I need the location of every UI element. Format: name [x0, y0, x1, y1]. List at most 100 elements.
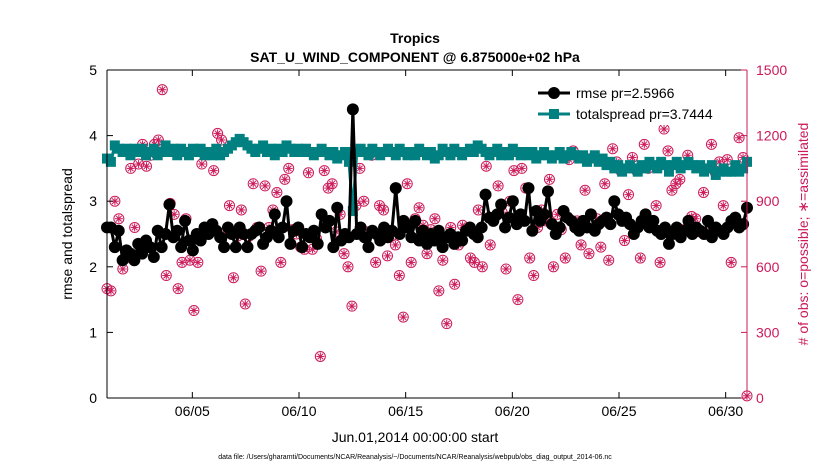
obs-assimilated-point: [415, 203, 424, 212]
x-tick-label: 06/20: [495, 403, 530, 419]
rmse-point: [553, 221, 566, 234]
totalspread-point: [503, 150, 514, 161]
obs-possible-point: [378, 204, 390, 216]
obs-assimilated-point: [328, 179, 337, 188]
obs-possible-point: [141, 160, 153, 172]
totalspread-point: [137, 143, 148, 154]
legend: rmse pr=2.5966 totalspread pr=3.7444: [531, 79, 741, 125]
obs-possible-point: [559, 252, 571, 264]
obs-assimilated-point: [126, 164, 135, 173]
obs-assimilated-point: [620, 236, 629, 245]
rmse-point: [737, 218, 750, 231]
totalspread-point: [183, 150, 194, 161]
rmse-point: [362, 241, 375, 254]
obs-assimilated-point: [517, 164, 526, 173]
rmse-point: [296, 241, 309, 254]
data-file-footnote: data file: /Users/gharamti/Documents/NCA…: [218, 454, 612, 461]
rmse-point: [354, 221, 367, 234]
chart-subtitle: SAT_U_WIND_COMPONENT @ 6.875000e+02 hPa: [250, 49, 580, 65]
obs-possible-point: [302, 167, 314, 179]
rmse-point: [538, 208, 551, 221]
y2-tick-label: 1500: [756, 62, 787, 78]
obs-assimilated-point: [106, 286, 115, 295]
obs-possible-point: [634, 252, 646, 264]
obs-possible-point: [346, 300, 358, 312]
obs-possible-point: [476, 261, 488, 273]
obs-assimilated-point: [608, 144, 617, 153]
obs-assimilated-point: [261, 181, 270, 190]
totalspread-point: [277, 147, 288, 157]
obs-assimilated-point: [663, 146, 672, 155]
x-tick-label: 06/25: [601, 403, 636, 419]
totalspread-point: [148, 143, 159, 154]
obs-possible-point: [725, 256, 737, 268]
obs-assimilated-point: [257, 267, 266, 276]
obs-assimilated-point: [604, 256, 613, 265]
rmse-point: [389, 182, 402, 195]
obs-assimilated-point: [640, 140, 649, 149]
obs-assimilated-point: [114, 214, 123, 223]
obs-assimilated-point: [494, 181, 503, 190]
totalspread-point: [468, 147, 479, 157]
obs-assimilated-point: [624, 190, 633, 199]
obs-assimilated-point: [343, 262, 352, 271]
obs-possible-point: [405, 256, 417, 268]
x-tick-label: 06/15: [388, 403, 423, 419]
obs-possible-point: [212, 127, 224, 139]
obs-assimilated-point: [723, 155, 732, 164]
y-tick-label: 5: [89, 62, 97, 78]
obs-assimilated-point: [359, 197, 368, 206]
totalspread-point: [390, 150, 401, 161]
obs-assimilated-point: [237, 205, 246, 214]
rmse-point: [186, 244, 199, 257]
obs-possible-point: [480, 160, 492, 172]
totalspread-point: [347, 206, 358, 217]
rmse-point: [241, 241, 254, 254]
legend-box: [531, 79, 741, 125]
obs-possible-point: [500, 263, 512, 275]
rmse-point: [456, 234, 469, 247]
obs-possible-point: [449, 278, 461, 290]
obs-assimilated-point: [577, 240, 586, 249]
rmse-point: [108, 241, 121, 254]
obs-assimilated-point: [189, 306, 198, 315]
rmse-point: [647, 214, 660, 227]
obs-assimilated-point: [502, 264, 511, 273]
obs-possible-point: [188, 305, 200, 317]
totalspread-point: [597, 153, 608, 164]
obs-possible-point: [133, 158, 145, 170]
obs-assimilated-point: [280, 175, 289, 184]
obs-assimilated-point: [154, 135, 163, 144]
totalspread-point: [660, 160, 671, 171]
axes: 06/05 06/10 06/15 06/20 06/25 06/30 0 1 2 3 4 5 0 300…: [89, 62, 787, 419]
totalspread-point: [706, 160, 717, 171]
totalspread-point: [578, 150, 589, 161]
rmse-point: [112, 224, 125, 237]
obs-possible-point: [674, 173, 686, 185]
obs-assimilated-point: [438, 256, 447, 265]
obs-possible-point: [441, 318, 453, 330]
obs-possible-point: [338, 248, 350, 260]
rmse-point: [331, 201, 344, 214]
obs-possible-point: [595, 241, 607, 253]
obs-possible-point: [698, 186, 710, 198]
totalspread-point: [613, 160, 624, 171]
rmse-point: [155, 241, 168, 254]
totalspread-point: [726, 166, 737, 177]
obs-possible-point: [705, 138, 717, 150]
obs-possible-point: [314, 350, 326, 362]
obs-possible-point: [389, 239, 401, 251]
obs-possible-point: [247, 178, 259, 190]
rmse-point: [307, 224, 320, 237]
obs-possible-point: [397, 311, 409, 323]
obs-assimilated-point: [134, 160, 143, 169]
rmse-point: [541, 185, 554, 198]
obs-possible-point: [160, 270, 172, 282]
y2-axis-label: # of obs: o=possible; ∗=assimilated: [795, 123, 811, 346]
totalspread-point: [363, 150, 374, 161]
obs-possible-point: [279, 173, 291, 185]
obs-assimilated-point: [229, 273, 238, 282]
obs-assimilated-point: [675, 175, 684, 184]
obs-possible-point: [374, 200, 386, 212]
obs-possible-point: [318, 165, 330, 177]
